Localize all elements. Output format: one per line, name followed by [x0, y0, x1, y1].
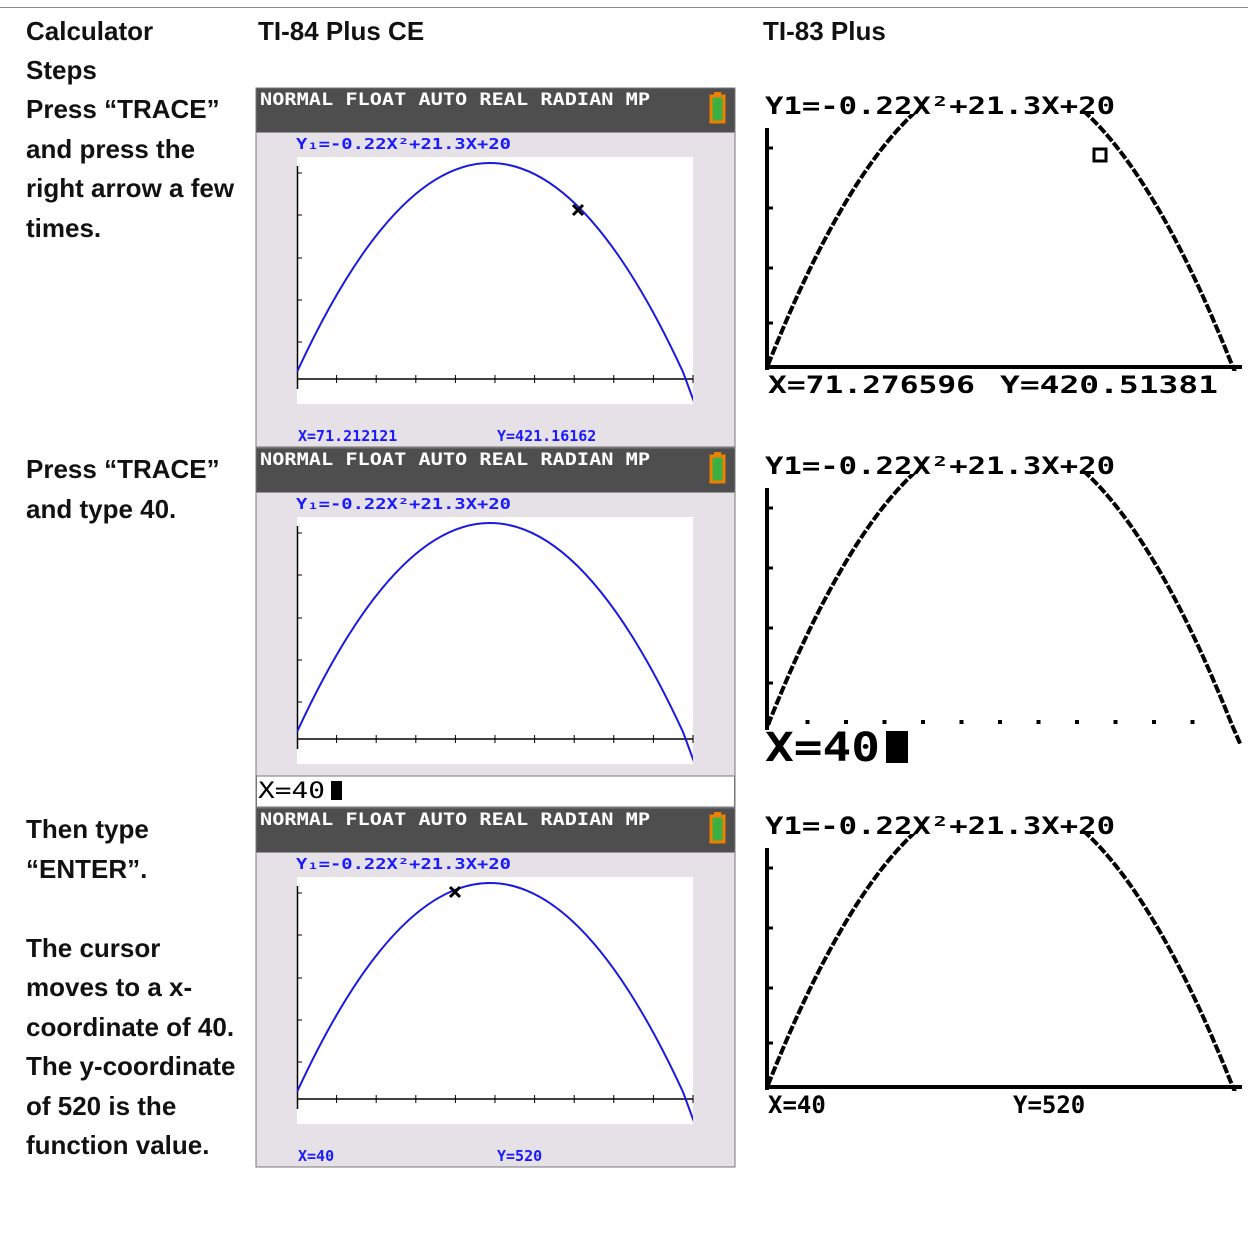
- equation: Y₁=-0.22X²+21.3X+20: [296, 495, 511, 513]
- axis-dot: [960, 720, 964, 724]
- equation: Y1=-0.22X²+21.3X+20: [765, 812, 1115, 840]
- ti83-screen: Y1=-0.22X²+21.3X+20 X=40 Y=520: [762, 793, 1248, 1119]
- header-cell: TI-83 Plus: [763, 12, 886, 51]
- status-text: NORMAL FLOAT AUTO REAL RADIAN MP: [260, 450, 650, 470]
- battery: [711, 456, 724, 482]
- document: NORMAL FLOAT AUTO REAL RADIAN MP Y₁=-0.22…: [0, 0, 1248, 1235]
- step-text: Press “TRACE” and press the right arrow …: [26, 90, 241, 288]
- equation: Y₁=-0.22X²+21.3X+20: [296, 135, 511, 153]
- ti83-screen: Y1=-0.22X²+21.3X+20 X=40: [765, 433, 1242, 771]
- x-readout: X=40: [298, 1147, 334, 1165]
- battery-cap: [714, 812, 721, 816]
- battery-cap: [714, 92, 721, 96]
- step-paragraph: Then type “ENTER”.: [26, 810, 241, 889]
- axis-dot: [1075, 720, 1079, 724]
- axis-dot: [1037, 720, 1041, 724]
- equation: Y1=-0.22X²+21.3X+20: [765, 92, 1115, 120]
- axis-dot: [844, 720, 848, 724]
- x-readout: X=40: [768, 1091, 826, 1119]
- x-readout: X=71.276596: [768, 371, 975, 399]
- y-readout: Y=421.16162: [497, 427, 596, 445]
- ti84-screen: NORMAL FLOAT AUTO REAL RADIAN MP Y₁=-0.22…: [256, 448, 735, 807]
- step-text: Press “TRACE” and type 40.: [26, 450, 241, 569]
- status-text: NORMAL FLOAT AUTO REAL RADIAN MP: [260, 90, 650, 110]
- curve: [768, 793, 1242, 1108]
- header-cell: Calculator Steps: [26, 12, 226, 90]
- axis-dot: [921, 720, 925, 724]
- battery-cap: [714, 452, 721, 456]
- step-paragraph: Press “TRACE” and press the right arrow …: [26, 90, 241, 248]
- curve: [768, 433, 1242, 748]
- curve: [768, 73, 1242, 388]
- step-paragraph: Press “TRACE” and type 40.: [26, 450, 241, 529]
- axis-dot: [806, 720, 810, 724]
- y-readout: Y=420.51381: [1000, 371, 1218, 399]
- y-readout: Y=520: [497, 1147, 542, 1165]
- axis-dot: [998, 720, 1002, 724]
- equation: Y₁=-0.22X²+21.3X+20: [296, 855, 511, 873]
- ti83-screen: Y1=-0.22X²+21.3X+20 X=71.276596 Y=420.5138…: [762, 73, 1248, 399]
- axis-dot: [1152, 720, 1156, 724]
- step-text: Then type “ENTER”. The cursor moves to a …: [26, 810, 241, 1205]
- entry-text: X=40: [258, 779, 325, 804]
- entry-cursor: [331, 781, 342, 800]
- axis-dot: [1114, 720, 1118, 724]
- entry-cursor: [886, 731, 908, 763]
- x-readout: X=71.212121: [298, 427, 397, 445]
- entry-text: X=40: [765, 725, 880, 771]
- step-paragraph: The cursor moves to a x-coordinate of 40…: [26, 929, 241, 1166]
- axis-dot: [883, 720, 887, 724]
- battery: [711, 816, 724, 842]
- readout-bg: [762, 1091, 1248, 1117]
- header-cell: TI-84 Plus CE: [258, 12, 424, 51]
- y-readout: Y=520: [1013, 1091, 1085, 1119]
- ti84-screen: NORMAL FLOAT AUTO REAL RADIAN MP Y₁=-0.22…: [256, 88, 735, 447]
- entry-bar: [257, 776, 735, 807]
- ti84-screen: NORMAL FLOAT AUTO REAL RADIAN MP Y₁=-0.22…: [256, 808, 735, 1167]
- axis-dot: [1191, 720, 1195, 724]
- trace-cursor: [1094, 149, 1106, 161]
- equation: Y1=-0.22X²+21.3X+20: [765, 452, 1115, 480]
- status-text: NORMAL FLOAT AUTO REAL RADIAN MP: [260, 810, 650, 830]
- battery: [711, 96, 724, 122]
